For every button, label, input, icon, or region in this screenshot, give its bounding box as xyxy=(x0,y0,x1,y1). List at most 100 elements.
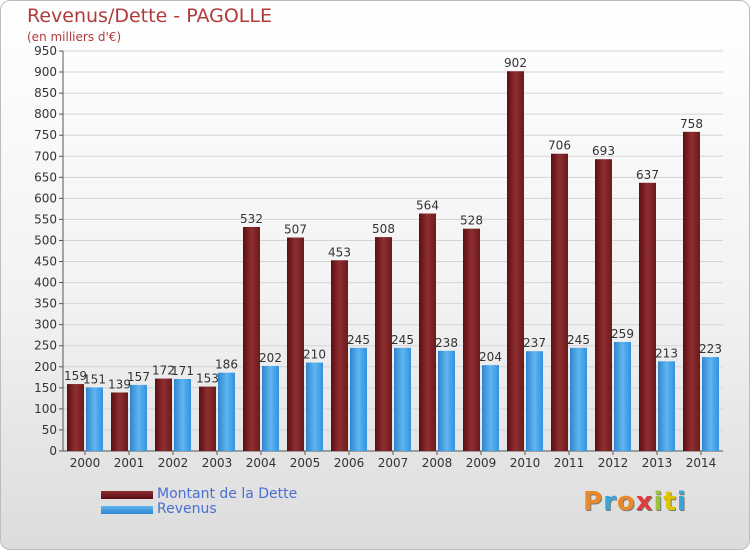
bar-dette xyxy=(67,384,84,451)
bar-dette xyxy=(199,386,216,451)
bar-dette xyxy=(419,213,436,451)
data-label-dette: 139 xyxy=(108,377,131,391)
bar-dette xyxy=(595,159,612,452)
bar-dette xyxy=(463,228,480,451)
bar-revenus xyxy=(702,357,719,451)
bar-revenus xyxy=(526,351,543,451)
y-tick-label: 0 xyxy=(49,444,57,458)
y-tick-label: 150 xyxy=(34,381,57,395)
data-label-revenus: 245 xyxy=(391,333,414,347)
data-label-dette: 453 xyxy=(328,245,351,259)
y-tick-label: 300 xyxy=(34,318,57,332)
x-tick-label: 2005 xyxy=(290,456,321,470)
legend-swatch-dette xyxy=(101,491,153,499)
data-label-revenus: 186 xyxy=(215,358,238,372)
data-label-revenus: 223 xyxy=(699,342,722,356)
bar-revenus xyxy=(86,387,103,451)
data-label-dette: 159 xyxy=(64,369,87,383)
data-label-dette: 564 xyxy=(416,199,439,213)
data-label-revenus: 237 xyxy=(523,336,546,350)
data-label-revenus: 245 xyxy=(567,333,590,347)
y-tick-label: 950 xyxy=(34,44,57,58)
y-tick-label: 600 xyxy=(34,191,57,205)
bar-revenus xyxy=(482,365,499,451)
bar-dette xyxy=(111,392,128,451)
data-label-dette: 172 xyxy=(152,364,175,378)
bar-dette xyxy=(155,378,172,451)
data-label-dette: 637 xyxy=(636,168,659,182)
bar-revenus xyxy=(306,362,323,451)
y-tick-label: 450 xyxy=(34,255,57,269)
data-label-dette: 532 xyxy=(240,212,263,226)
bar-dette xyxy=(639,182,656,451)
data-label-revenus: 213 xyxy=(655,346,678,360)
proxiti-logo: Proxiti xyxy=(583,487,687,517)
y-tick-label: 750 xyxy=(34,128,57,142)
x-tick-label: 2002 xyxy=(158,456,189,470)
y-tick-label: 50 xyxy=(42,423,57,437)
x-tick-label: 2012 xyxy=(598,456,629,470)
bar-revenus xyxy=(658,361,675,451)
logo-letter: i xyxy=(653,487,664,517)
bar-dette xyxy=(375,237,392,451)
data-label-revenus: 171 xyxy=(171,364,194,378)
logo-letter: i xyxy=(676,487,687,517)
legend-swatch-revenus xyxy=(101,506,153,514)
x-tick-label: 2010 xyxy=(510,456,541,470)
y-tick-label: 350 xyxy=(34,297,57,311)
x-tick-label: 2006 xyxy=(334,456,365,470)
bar-dette xyxy=(551,153,568,451)
data-label-dette: 758 xyxy=(680,117,703,131)
y-tick-label: 250 xyxy=(34,339,57,353)
logo-letter: r xyxy=(603,487,617,517)
data-label-revenus: 210 xyxy=(303,348,326,362)
data-label-revenus: 157 xyxy=(127,370,150,384)
data-label-dette: 706 xyxy=(548,139,571,153)
bar-revenus xyxy=(394,347,411,451)
legend-label-dette: Montant de la Dette xyxy=(157,486,298,502)
x-tick-label: 2001 xyxy=(114,456,145,470)
data-label-revenus: 238 xyxy=(435,336,458,350)
y-tick-label: 400 xyxy=(34,276,57,290)
y-tick-label: 800 xyxy=(34,107,57,121)
bar-revenus xyxy=(130,384,147,451)
y-tick-label: 200 xyxy=(34,360,57,374)
bar-dette xyxy=(243,227,260,451)
data-label-dette: 507 xyxy=(284,223,307,237)
logo-letter: t xyxy=(663,487,677,517)
bar-revenus xyxy=(262,365,279,451)
y-tick-label: 100 xyxy=(34,402,57,416)
x-tick-label: 2004 xyxy=(246,456,277,470)
data-label-revenus: 204 xyxy=(479,350,502,364)
data-label-revenus: 245 xyxy=(347,333,370,347)
x-tick-label: 2014 xyxy=(686,456,717,470)
bar-dette xyxy=(331,260,348,451)
y-tick-label: 700 xyxy=(34,149,57,163)
x-tick-label: 2003 xyxy=(202,456,233,470)
data-label-dette: 693 xyxy=(592,144,615,158)
bar-revenus xyxy=(218,372,235,451)
bar-revenus xyxy=(614,341,631,451)
bar-revenus xyxy=(570,347,587,451)
x-tick-label: 2008 xyxy=(422,456,453,470)
chart-subtitle: (en milliers d'€) xyxy=(27,30,122,44)
bar-dette xyxy=(683,131,700,451)
data-label-dette: 902 xyxy=(504,56,527,70)
bar-revenus xyxy=(438,350,455,451)
data-label-dette: 528 xyxy=(460,214,483,228)
y-tick-label: 500 xyxy=(34,233,57,247)
y-tick-label: 650 xyxy=(34,170,57,184)
logo-letter: P xyxy=(583,487,604,517)
logo-letter: o xyxy=(616,487,636,517)
bar-dette xyxy=(507,71,524,452)
data-label-revenus: 259 xyxy=(611,327,634,341)
y-tick-label: 900 xyxy=(34,65,57,79)
logo-letter: x xyxy=(635,487,654,517)
data-label-dette: 153 xyxy=(196,372,219,386)
data-label-revenus: 202 xyxy=(259,351,282,365)
y-tick-label: 550 xyxy=(34,212,57,226)
bar-dette xyxy=(287,237,304,451)
x-tick-label: 2000 xyxy=(70,456,101,470)
